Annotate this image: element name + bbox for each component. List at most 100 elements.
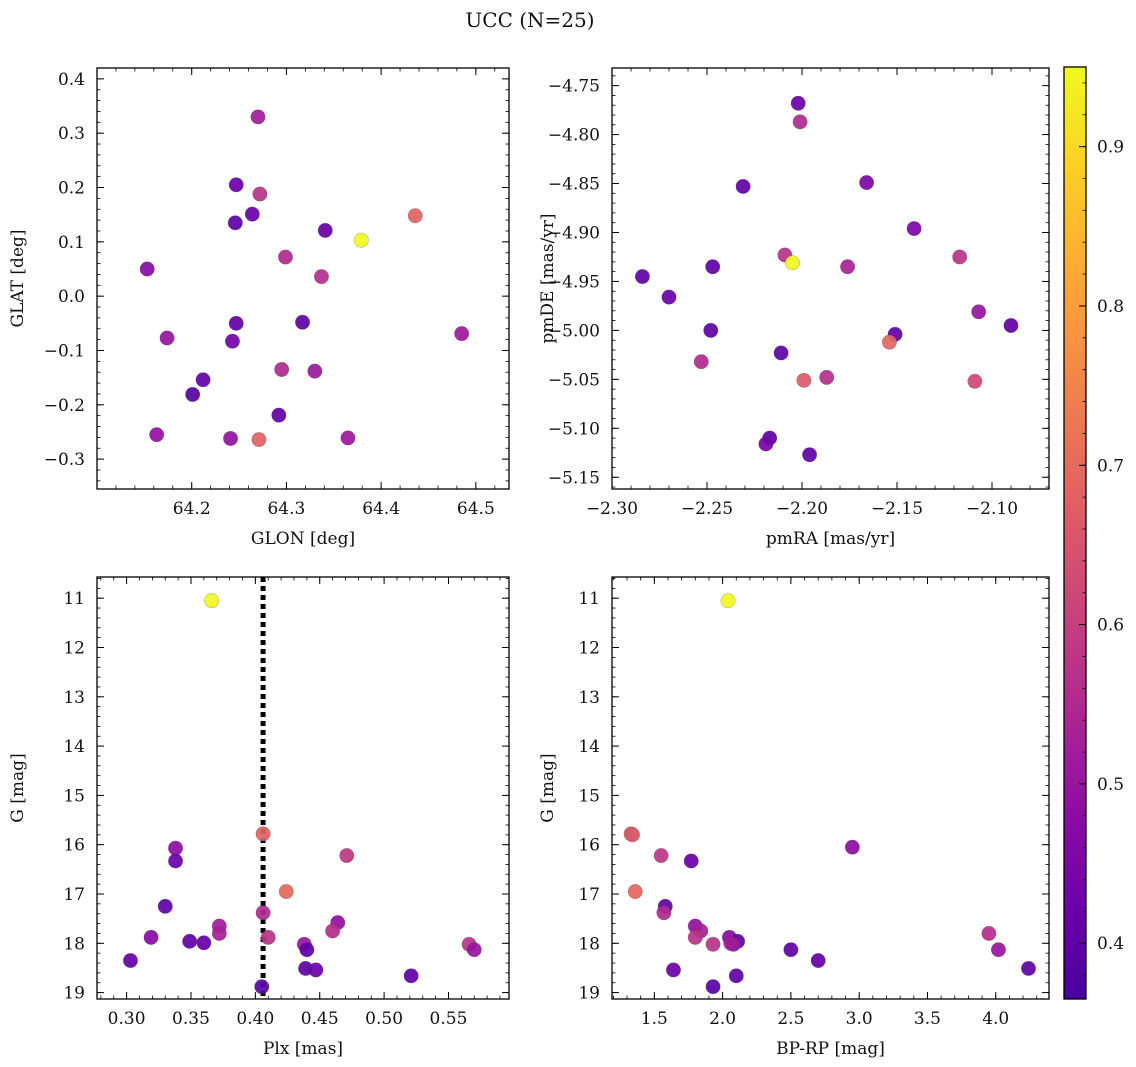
scatter-point — [819, 369, 835, 385]
scatter-point — [1021, 960, 1037, 976]
scatter-point — [990, 942, 1006, 958]
scatter-point — [796, 372, 812, 388]
scatter-point — [143, 929, 159, 945]
scatter-point — [454, 326, 470, 342]
scatter-point — [252, 186, 268, 202]
colorbar-gradient — [1064, 67, 1086, 999]
y-tick-label: 19 — [63, 984, 85, 1004]
scatter-point — [271, 407, 287, 423]
panel-2: −2.30 −2.25 −2.20 −2.15 −2.10 −5.15 −5.10 −5.05… — [538, 67, 1050, 549]
scatter-point — [139, 261, 155, 277]
x-tick-label: 64.4 — [362, 499, 400, 519]
scatter-point — [844, 839, 860, 855]
colorbar-tick-label: 0.7 — [1097, 456, 1124, 476]
x-axis-label: pmRA [mas/yr] — [766, 529, 895, 549]
x-tick-label: −2.15 — [871, 499, 923, 519]
scatter-point — [735, 178, 751, 194]
y-tick-label: −4.95 — [548, 272, 600, 292]
scatter-point — [720, 593, 736, 609]
y-tick-label: −4.80 — [548, 126, 600, 146]
scatter-point — [295, 314, 311, 330]
panels: 64.2 64.3 64.4 64.5 −0.3 −0.2 −0.1 0.0 0.1 0.2 0.3… — [8, 67, 1050, 1059]
scatter-point — [339, 848, 355, 864]
scatter-point — [705, 979, 721, 995]
y-tick-label: −0.1 — [44, 341, 85, 361]
scatter-point — [840, 259, 856, 275]
y-tick-label: 15 — [578, 786, 600, 806]
x-tick-label: 0.40 — [236, 1009, 274, 1029]
axes-frame — [96, 67, 510, 490]
scatter-point — [278, 884, 294, 900]
scatter-point — [196, 935, 212, 951]
scatter-point — [403, 968, 419, 984]
y-axis-label: G [mag] — [538, 753, 558, 822]
y-tick-label: 0.1 — [58, 233, 85, 253]
scatter-point — [260, 929, 276, 945]
colorbar-tick-label: 0.8 — [1097, 297, 1124, 317]
scatter-point — [157, 898, 173, 914]
points-group — [139, 109, 470, 448]
scatter-point — [308, 962, 324, 978]
scatter-point — [683, 853, 699, 869]
y-tick-label: 18 — [63, 934, 85, 954]
y-tick-label: −0.2 — [44, 396, 85, 416]
scatter-point — [624, 827, 640, 843]
x-tick-label: 1.5 — [641, 1009, 668, 1029]
scatter-point — [981, 925, 997, 941]
x-tick-label: −2.10 — [966, 499, 1018, 519]
scatter-point — [634, 269, 650, 285]
x-tick-label: 2.0 — [709, 1009, 736, 1029]
y-tick-label: −5.05 — [548, 370, 600, 390]
panel-3: 0.30 0.35 0.40 0.45 0.50 0.55 11 12 13 14 15 16 17 18… — [8, 576, 510, 1059]
scatter-point — [159, 330, 175, 346]
points-group — [634, 95, 1019, 463]
scatter-point — [254, 979, 270, 995]
scatter-point — [723, 935, 739, 951]
y-tick-label: 19 — [578, 984, 600, 1004]
scatter-point — [687, 929, 703, 945]
y-tick-label: −5.15 — [548, 468, 600, 488]
colorbar-tick-label: 0.6 — [1097, 616, 1124, 636]
x-tick-label: 64.5 — [457, 499, 495, 519]
scatter-point — [325, 923, 341, 939]
y-tick-label: 11 — [63, 589, 85, 609]
scatter-point — [255, 826, 271, 842]
scatter-point — [227, 215, 243, 231]
y-tick-label: −0.3 — [44, 450, 85, 470]
axes-frame — [96, 576, 510, 1000]
scatter-point — [627, 884, 643, 900]
scatter-point — [952, 249, 968, 265]
colorbar-tick-label: 0.9 — [1097, 138, 1124, 158]
x-axis-label: BP-RP [mag] — [776, 1039, 885, 1059]
scatter-point — [195, 372, 211, 388]
scatter-point — [784, 255, 800, 271]
x-tick-label: 64.2 — [173, 499, 211, 519]
y-tick-label: 14 — [63, 737, 85, 757]
y-tick-label: 16 — [63, 836, 85, 856]
x-tick-label: 3.0 — [846, 1009, 873, 1029]
x-tick-label: −2.30 — [586, 499, 638, 519]
scatter-point — [211, 925, 227, 941]
y-tick-label: −5.10 — [548, 419, 600, 439]
x-tick-label: 0.45 — [301, 1009, 339, 1029]
scatter-point — [317, 222, 333, 238]
scatter-point — [149, 427, 165, 443]
scatter-point — [466, 942, 482, 958]
scatter-point — [228, 315, 244, 331]
y-tick-label: 12 — [63, 638, 85, 658]
scatter-point — [168, 853, 184, 869]
scatter-point — [653, 848, 669, 864]
scatter-point — [881, 334, 897, 350]
x-axis-label: Plx [mas] — [263, 1039, 343, 1059]
scatter-point — [185, 386, 201, 402]
scatter-point — [122, 953, 138, 969]
scatter-point — [307, 363, 323, 379]
scatter-point — [182, 933, 198, 949]
scatter-point — [1003, 317, 1019, 333]
scatter-point — [353, 232, 369, 248]
scatter-point — [340, 430, 356, 446]
y-tick-label: 13 — [63, 688, 85, 708]
colorbar-tick-label: 0.4 — [1097, 934, 1124, 954]
colorbar-tick-label: 0.5 — [1097, 775, 1124, 795]
